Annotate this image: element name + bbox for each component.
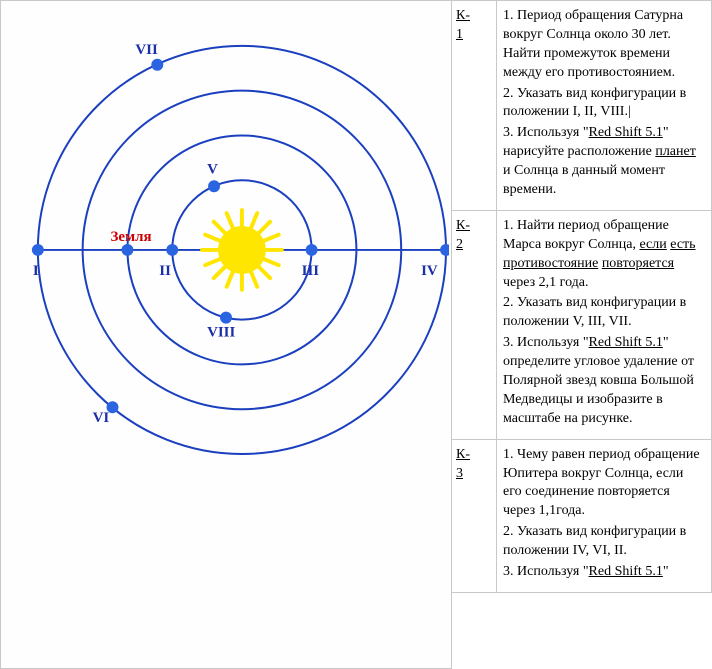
task-key: К-3 xyxy=(452,440,497,592)
label-vii: VII xyxy=(135,42,158,58)
sun-icon xyxy=(202,210,282,290)
label-viii: VIII xyxy=(207,325,235,341)
page-root: ЗемляIIIIIIIVVVIVIIVIII К-11. Период обр… xyxy=(0,0,712,669)
planet-i-earth xyxy=(121,244,133,256)
label-vi: VI xyxy=(93,410,110,426)
earth-label: Земля xyxy=(111,229,152,245)
planet-iii xyxy=(306,244,318,256)
task-body: 1. Чему равен период обращение Юпитера в… xyxy=(497,440,711,592)
label-iv: IV xyxy=(421,263,438,279)
task-body: 1. Найти период обращение Марса вокруг С… xyxy=(497,211,711,439)
task-row-1: К-11. Период обращения Сатурна вокруг Со… xyxy=(452,0,712,211)
planet-i xyxy=(32,244,44,256)
label-i: I xyxy=(33,263,39,279)
planet-ii xyxy=(166,244,178,256)
planet-v xyxy=(208,180,220,192)
label-ii: II xyxy=(159,263,171,279)
task-line: 3. Используя "Red Shift 5.1" xyxy=(503,563,705,582)
task-line: 3. Используя "Red Shift 5.1" определите … xyxy=(503,334,705,428)
task-line: 1. Чему равен период обращение Юпитера в… xyxy=(503,446,705,522)
diagram-panel: ЗемляIIIIIIIVVVIVIIVIII xyxy=(0,0,452,669)
task-line: 1. Найти период обращение Марса вокруг С… xyxy=(503,217,705,293)
task-row-3: К-31. Чему равен период обращение Юпитер… xyxy=(452,440,712,593)
task-key: К-1 xyxy=(452,1,497,210)
task-line: 2. Указать вид конфигурации в положении … xyxy=(503,523,705,561)
orbit-diagram: ЗемляIIIIIIIVVVIVIIVIII xyxy=(3,5,449,465)
label-v: V xyxy=(207,161,218,177)
task-key: К-2 xyxy=(452,211,497,439)
planet-viii xyxy=(220,312,232,324)
task-line: 3. Используя "Red Shift 5.1" нарисуйте р… xyxy=(503,124,705,200)
task-line: 1. Период обращения Сатурна вокруг Солнц… xyxy=(503,7,705,83)
task-row-2: К-21. Найти период обращение Марса вокру… xyxy=(452,211,712,440)
label-iii: III xyxy=(302,263,320,279)
task-body: 1. Период обращения Сатурна вокруг Солнц… xyxy=(497,1,711,210)
tasks-panel: К-11. Период обращения Сатурна вокруг Со… xyxy=(452,0,712,669)
task-line: 2. Указать вид конфигурации в положении … xyxy=(503,294,705,332)
planet-iv xyxy=(440,244,449,256)
task-line: 2. Указать вид конфигурации в положении … xyxy=(503,85,705,123)
planet-vii xyxy=(151,59,163,71)
